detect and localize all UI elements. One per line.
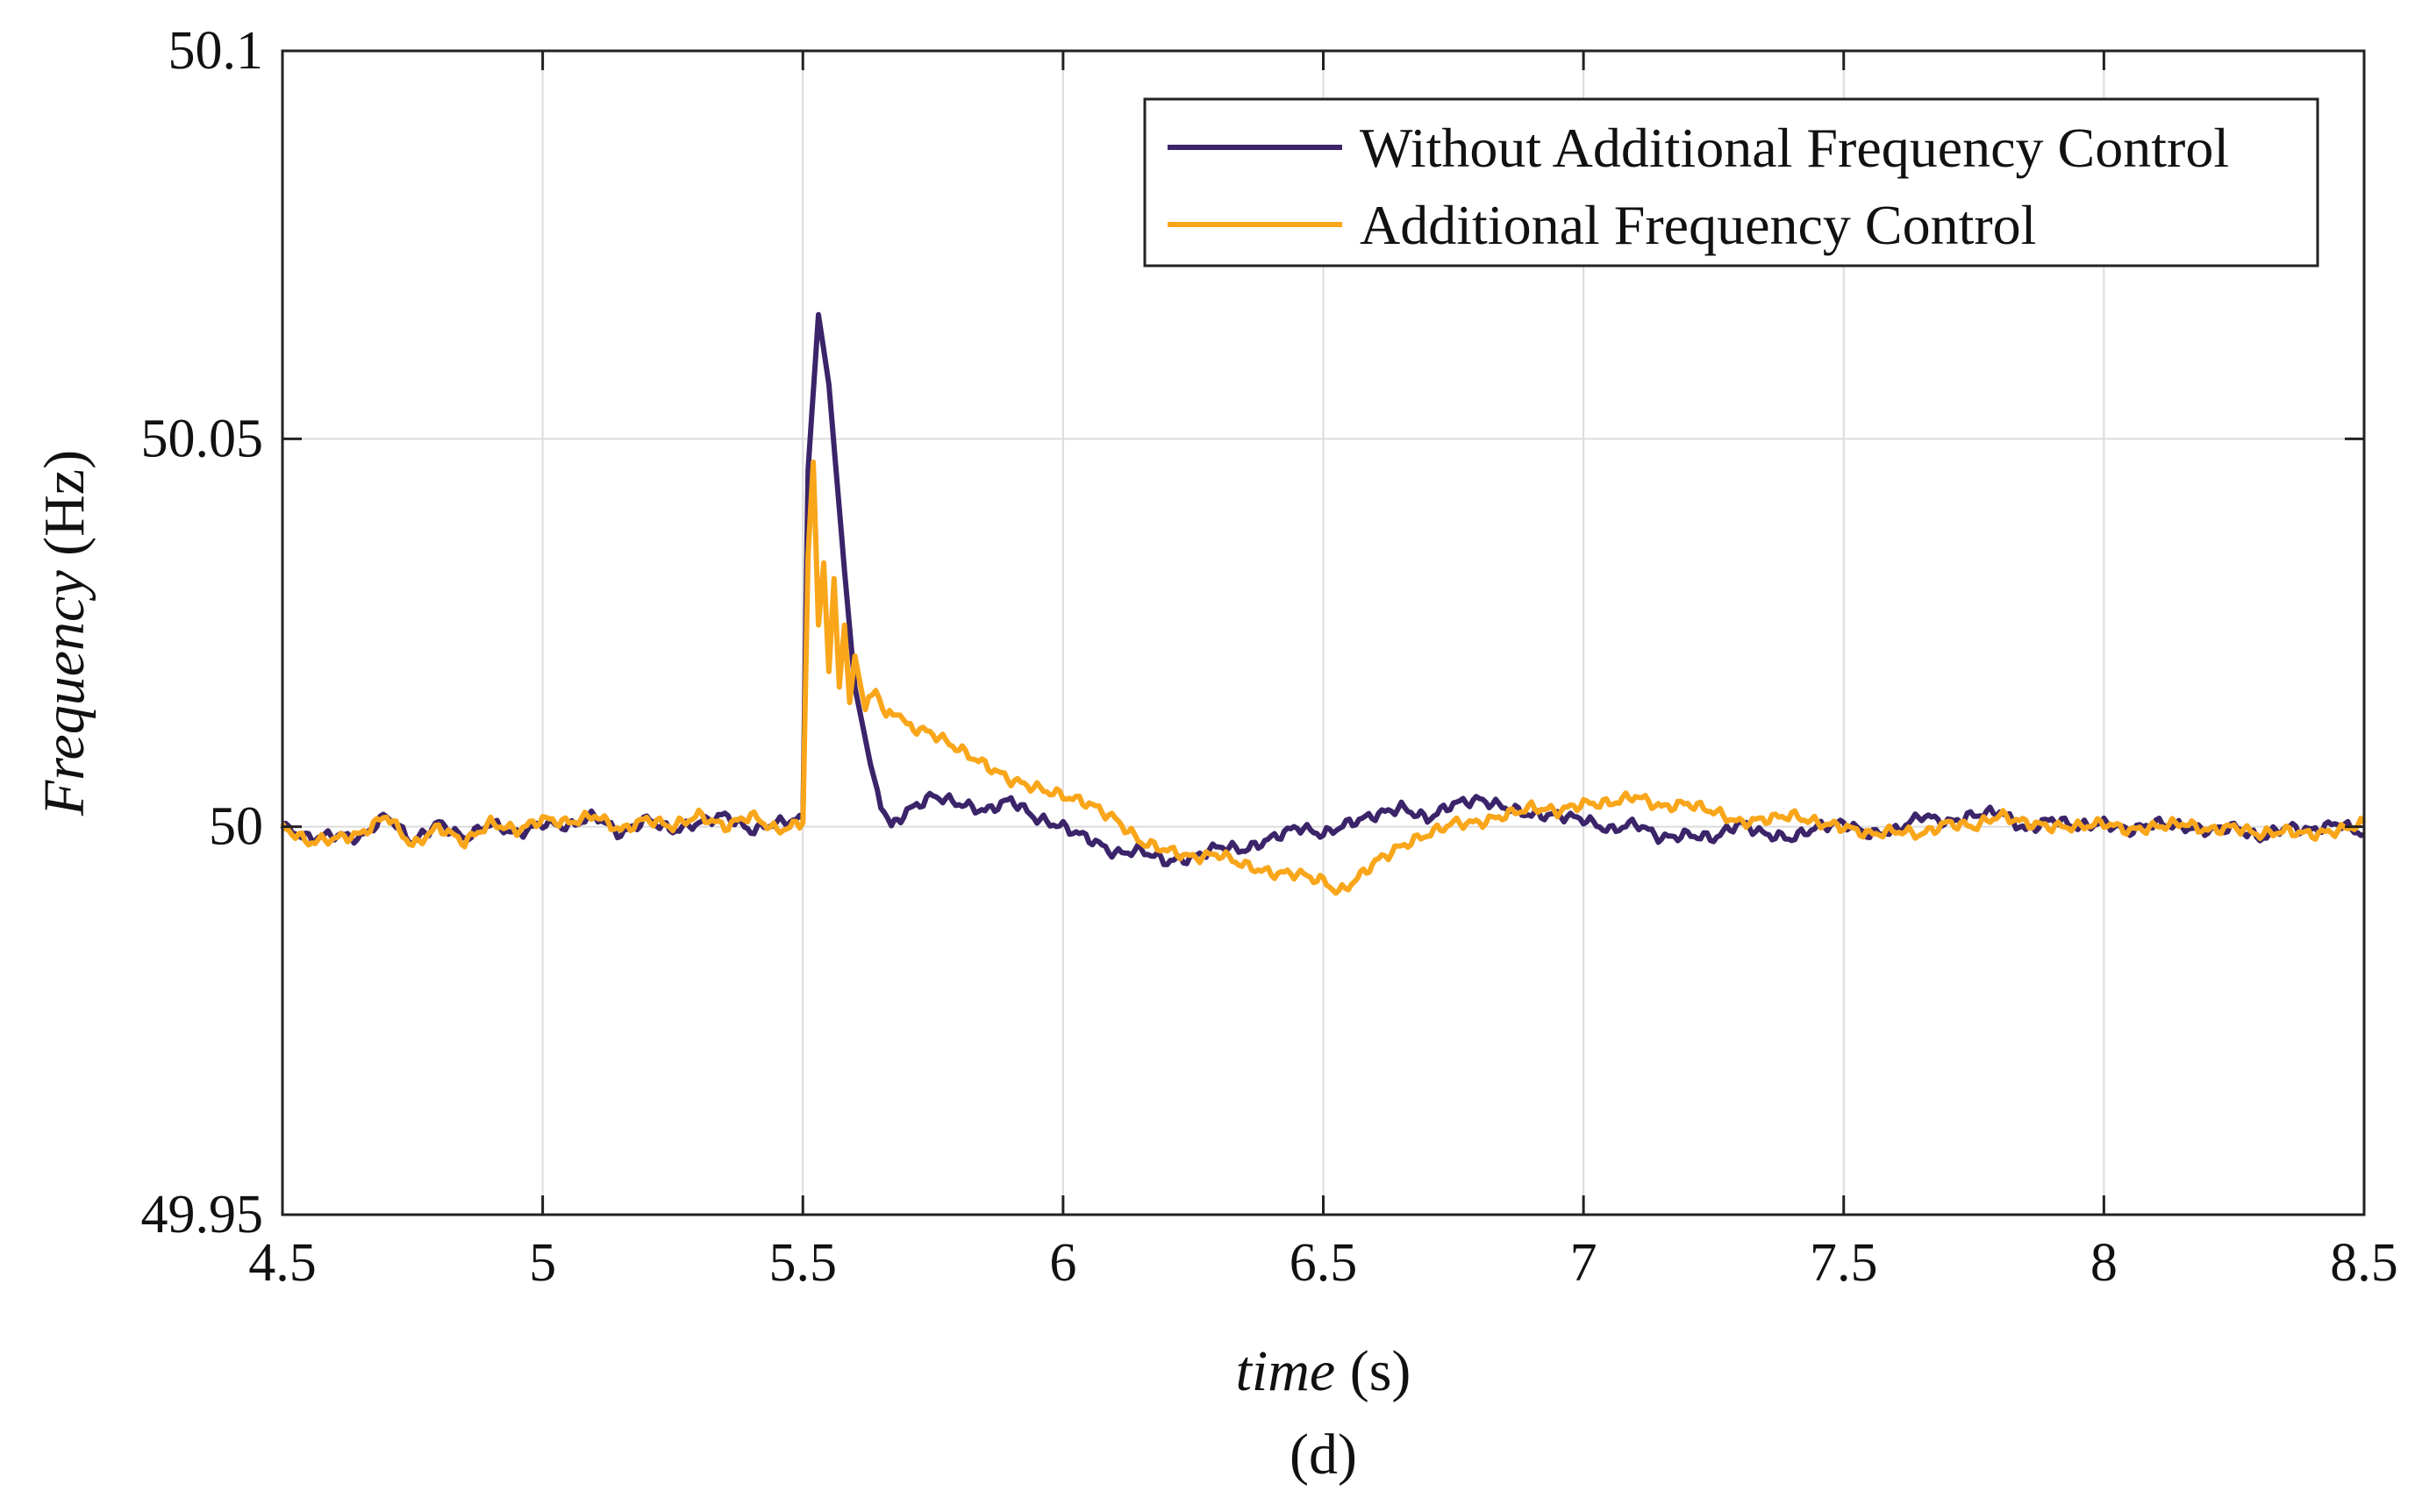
x-tick-label: 5.5 xyxy=(769,1233,838,1293)
legend-label-additional-control: Additional Frequency Control xyxy=(1360,194,2036,256)
y-tick-label: 50 xyxy=(209,797,263,857)
y-axis-title: Frequency (Hz) xyxy=(32,450,96,817)
x-axis-title-unit: (s) xyxy=(1350,1339,1411,1403)
subfigure-caption: (d) xyxy=(1290,1423,1357,1487)
x-tick-label: 7 xyxy=(1570,1233,1597,1293)
legend-box xyxy=(1143,97,2319,267)
y-tick-label: 50.1 xyxy=(168,21,264,81)
tick-labels: 4.5 5 5.5 6 6.5 7 7.5 8 8.5 49.95 50 50.05 50.1 xyxy=(141,21,2398,1293)
tick-marks xyxy=(281,49,2366,1216)
x-tick-label: 8.5 xyxy=(2330,1233,2398,1293)
x-tick-label: 8 xyxy=(2090,1233,2118,1293)
x-axis-title: time (s) xyxy=(1236,1339,1411,1403)
x-tick-label: 6.5 xyxy=(1290,1233,1358,1293)
y-tick-label: 50.05 xyxy=(141,409,264,468)
x-tick-label: 4.5 xyxy=(248,1233,317,1293)
y-axis-title-unit: (Hz) xyxy=(32,450,96,556)
x-tick-label: 5 xyxy=(529,1233,556,1293)
series-line-additional-control xyxy=(280,459,2367,896)
legend: Without Additional Frequency Control Add… xyxy=(1143,97,2319,267)
y-tick-label: 49.95 xyxy=(141,1185,264,1245)
y-axis-title-italic: Frequency xyxy=(32,570,96,817)
x-tick-label: 6 xyxy=(1049,1233,1076,1293)
series-group xyxy=(280,311,2367,896)
legend-label-without-control: Without Additional Frequency Control xyxy=(1360,117,2229,179)
x-tick-label: 7.5 xyxy=(1810,1233,1878,1293)
x-axis-title-italic: time xyxy=(1236,1339,1336,1403)
